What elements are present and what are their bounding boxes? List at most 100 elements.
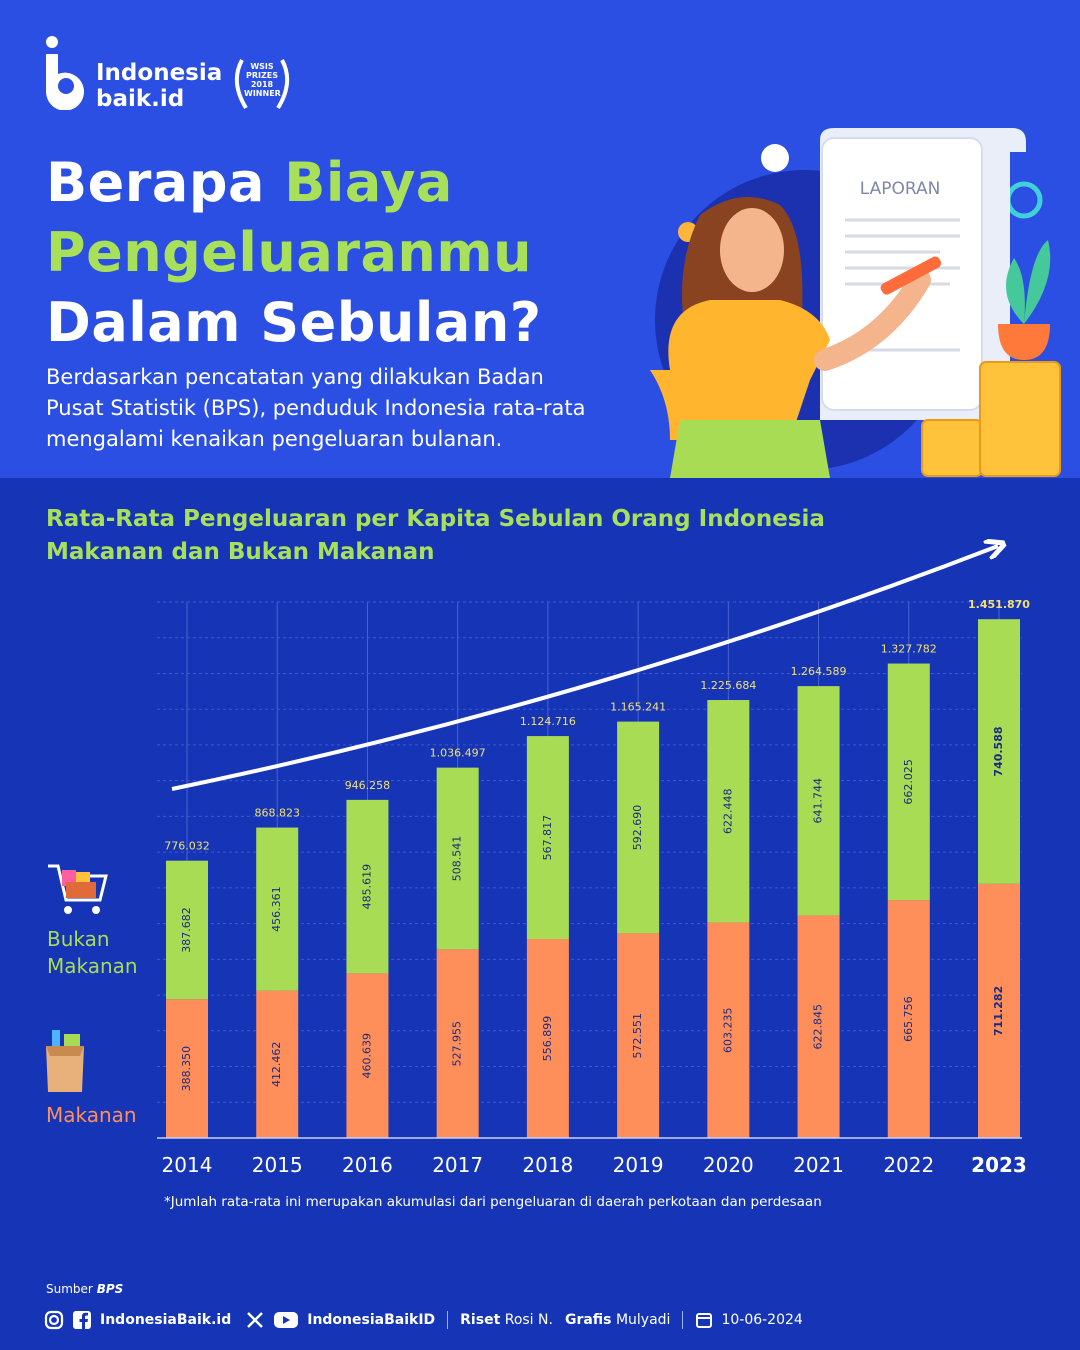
legend-label: Bukan Makanan [47, 927, 138, 978]
illustration: LAPORAN [650, 128, 1061, 478]
value-label: 456.361 [270, 886, 283, 932]
value-label: 665.756 [902, 996, 915, 1041]
youtube-icon [274, 1312, 299, 1328]
value-label: 387.682 [180, 907, 193, 953]
bar-segment [346, 973, 389, 1138]
value-label: 556.899 [541, 1016, 554, 1062]
source-name: BPS [96, 1282, 124, 1296]
value-label: 572.551 [631, 1013, 644, 1059]
x-tick-label: 2018 [522, 1153, 573, 1177]
x-tick-label: 2021 [793, 1153, 844, 1177]
footnote: *Jumlah rata-rata ini merupakan akumulas… [164, 1194, 822, 1210]
bar-segment [978, 883, 1020, 1138]
value-label: 388.350 [180, 1046, 193, 1092]
facebook-icon [73, 1311, 91, 1329]
value-label: 603.235 [721, 1007, 734, 1053]
credit-design: Grafis Mulyadi [565, 1312, 671, 1328]
total-label: 776.032 [164, 840, 210, 853]
bar-segment [526, 939, 569, 1138]
bar-segment [797, 686, 840, 916]
separator [447, 1311, 449, 1329]
cart-icon [48, 864, 108, 914]
headline-part: Berapa [46, 151, 265, 214]
legend-label: Makanan [46, 1103, 137, 1127]
bar-segment [166, 999, 208, 1138]
source-label: Sumber [46, 1282, 93, 1296]
x-tick-label: 2023 [971, 1153, 1027, 1177]
intro-line: Pusat Statistik (BPS), penduduk Indonesi… [46, 396, 586, 420]
value-label: 740.588 [992, 726, 1005, 776]
bar-segment [707, 700, 750, 923]
footer: IndonesiaBaik.id IndonesiaBaikID Riset R… [44, 1310, 803, 1330]
intro-line: Berdasarkan pencatatan yang dilakukan Ba… [46, 365, 544, 389]
x-tick-label: 2022 [883, 1153, 934, 1177]
handle: IndonesiaBaikID [307, 1312, 436, 1328]
intro: Berdasarkan pencatatan yang dilakukan Ba… [46, 362, 586, 455]
total-label: 1.327.782 [881, 643, 937, 656]
value-label: 527.955 [451, 1021, 464, 1067]
award-line: WINNER [244, 89, 281, 98]
value-label: 622.845 [812, 1004, 825, 1050]
bar-segment [166, 860, 208, 1000]
bar-segment [978, 619, 1020, 884]
chart-title-block: Rata-Rata Pengeluaran per Kapita Sebulan… [46, 503, 825, 569]
total-label: 868.823 [254, 807, 300, 820]
logo-line: Indonesia [96, 60, 223, 86]
bar-segment [256, 990, 299, 1138]
total-label: 1.036.497 [430, 747, 486, 760]
x-tick-label: 2014 [162, 1153, 213, 1177]
bag-icon [46, 1030, 84, 1092]
bar-segment [346, 799, 389, 974]
value-label: 567.817 [541, 815, 554, 861]
total-label: 1.165.241 [610, 701, 666, 714]
bar-segment [617, 721, 660, 934]
bar-segment [436, 949, 479, 1138]
award-line: PRIZES [245, 71, 279, 80]
x-tick-label: 2015 [252, 1153, 303, 1177]
x-tick-label: 2017 [432, 1153, 483, 1177]
value-label: 485.619 [360, 864, 373, 910]
bar-segment [256, 827, 299, 991]
bar-segment [436, 767, 479, 950]
award-line: 2018 [250, 80, 274, 89]
credit-name: Mulyadi [615, 1312, 671, 1328]
headline: Berapa Biaya Pengeluaranmu Dalam Sebulan… [46, 148, 542, 358]
total-label: 1.124.716 [520, 715, 576, 728]
value-label: 508.541 [451, 836, 464, 882]
x-tick-label: 2019 [613, 1153, 664, 1177]
calendar-icon [696, 1313, 713, 1328]
headline-highlight: Pengeluaranmu [46, 221, 533, 284]
credit-label: Grafis [564, 1312, 612, 1328]
value-label: 662.025 [902, 759, 915, 805]
bar-segment [797, 915, 840, 1138]
bar-segment [707, 922, 750, 1138]
source: Sumber BPS [46, 1282, 123, 1296]
total-label: 946.258 [345, 779, 391, 792]
award-laurel [234, 59, 290, 110]
bar-segment [887, 900, 930, 1138]
separator [682, 1311, 684, 1329]
logo-mark [46, 36, 84, 110]
date: 10-06-2024 [721, 1312, 803, 1328]
total-label: 1.225.684 [700, 679, 756, 692]
headline-part: Dalam Sebulan? [46, 291, 542, 354]
value-label: 711.282 [992, 986, 1005, 1036]
value-label: 412.462 [270, 1042, 283, 1088]
x-tick-label: 2016 [342, 1153, 393, 1177]
logo-line: baik.id [96, 86, 185, 112]
bar-segment [526, 736, 569, 940]
value-label: 641.744 [812, 778, 825, 824]
headline-line: Berapa Biaya [46, 148, 542, 218]
bar-segment [887, 663, 930, 901]
trend-arrow [171, 546, 998, 791]
x-tick-label: 2020 [703, 1153, 754, 1177]
value-label: 592.690 [631, 805, 644, 851]
credit-label: Riset [460, 1312, 501, 1328]
bar-segment [617, 933, 660, 1138]
logo-text: Indonesia baik.id [96, 60, 222, 112]
document-label: LAPORAN [860, 179, 941, 199]
total-label: 1.264.589 [791, 665, 847, 678]
headline-highlight: Biaya [284, 151, 453, 214]
